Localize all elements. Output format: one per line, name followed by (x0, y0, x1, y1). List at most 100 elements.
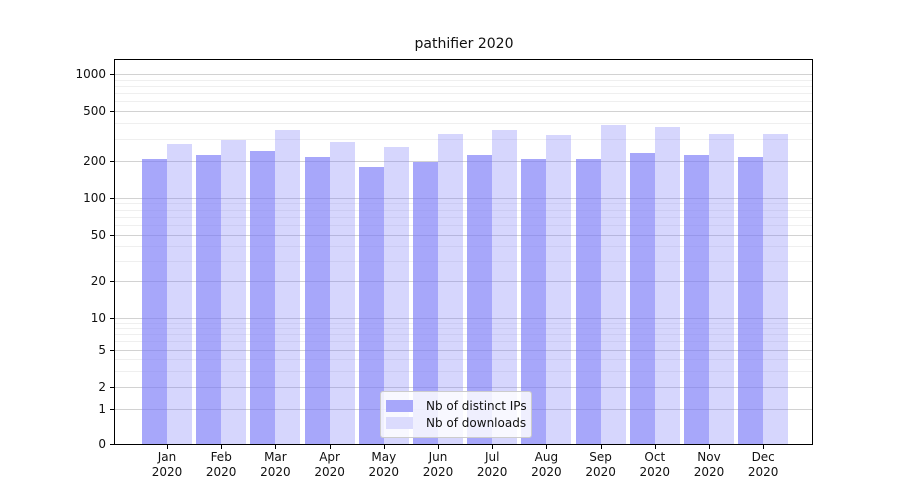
y-axis-tick-label: 0 (98, 437, 106, 451)
x-axis-tick-label: Nov 2020 (693, 450, 725, 479)
x-axis-tick (221, 444, 223, 449)
minor-gridline (115, 370, 812, 372)
x-axis-tick-label: Apr 2020 (314, 450, 345, 479)
x-axis-tick-label: Jan 2020 (151, 450, 183, 479)
y-axis-tick (110, 73, 115, 75)
y-axis-tick-label: 2 (98, 380, 106, 395)
bar-downloads (763, 133, 789, 444)
y-axis-tick (110, 197, 115, 199)
minor-gridline (115, 93, 812, 94)
bar-distinct-ips (196, 155, 222, 444)
bar-downloads (654, 126, 680, 444)
minor-gridline (115, 101, 812, 103)
minor-gridline (115, 328, 812, 330)
y-axis-tick-label: 100 (83, 190, 106, 205)
bar-distinct-ips (629, 153, 655, 444)
major-gridline (115, 73, 812, 75)
y-axis-tick (110, 317, 115, 319)
y-axis-tick-label: 500 (83, 104, 106, 119)
minor-gridline (115, 358, 812, 360)
bar-downloads (221, 139, 247, 444)
x-axis-tick (329, 444, 331, 449)
y-axis-tick-label: 1 (98, 401, 106, 416)
x-axis-tick-label: Feb 2020 (205, 450, 237, 479)
x-axis-tick-label: May 2020 (368, 450, 400, 479)
minor-gridline (115, 203, 812, 205)
legend-item-downloads: Nb of downloads (386, 415, 527, 431)
x-axis-tick-label: Jun 2020 (422, 450, 454, 479)
x-axis-tick (600, 444, 602, 449)
major-gridline (115, 281, 812, 283)
minor-gridline (115, 341, 812, 343)
major-gridline (115, 349, 812, 351)
x-axis-tick-label: Dec 2020 (747, 450, 779, 479)
bar-distinct-ips (142, 159, 167, 444)
bar-downloads (600, 124, 626, 444)
y-axis-tick (110, 444, 115, 445)
legend-swatch-distinct-ips (386, 400, 413, 412)
bar-downloads (275, 130, 301, 444)
legend: Nb of distinct IPs Nb of downloads (380, 391, 532, 438)
bar-distinct-ips (684, 155, 709, 444)
legend-label-distinct-ips: Nb of distinct IPs (426, 399, 527, 413)
x-axis-tick (275, 444, 277, 449)
y-axis-tick-label: 5 (98, 342, 106, 357)
x-axis-tick-label: Sep 2020 (585, 450, 616, 479)
y-axis-tick-label: 20 (90, 274, 106, 289)
bar-distinct-ips (358, 166, 384, 444)
major-gridline (115, 111, 812, 113)
minor-gridline (115, 85, 812, 87)
minor-gridline (115, 79, 812, 81)
y-axis-tick (110, 349, 115, 351)
x-axis-tick-label: Jul 2020 (476, 450, 508, 479)
x-axis-tick (438, 444, 439, 449)
bar-distinct-ips (575, 159, 601, 444)
y-axis-tick (110, 281, 115, 283)
minor-gridline (115, 245, 812, 247)
x-axis-tick (546, 444, 548, 449)
x-axis-tick (763, 444, 765, 449)
minor-gridline (115, 123, 812, 125)
minor-gridline (115, 224, 812, 226)
bar-distinct-ips (304, 156, 330, 444)
bar-downloads (709, 134, 734, 444)
bar-distinct-ips (250, 150, 276, 444)
major-gridline (115, 234, 812, 236)
y-axis-tick (110, 234, 115, 236)
x-axis-tick-label: Aug 2020 (531, 450, 562, 479)
x-axis-tick (167, 444, 168, 449)
x-axis-tick (492, 444, 494, 449)
minor-gridline (115, 138, 812, 140)
legend-swatch-downloads (386, 417, 413, 429)
bar-distinct-ips (738, 156, 764, 444)
legend-item-distinct-ips: Nb of distinct IPs (386, 398, 527, 414)
minor-gridline (115, 260, 812, 262)
chart-title: pathifier 2020 (414, 36, 514, 52)
legend-label-downloads: Nb of downloads (426, 416, 527, 430)
major-gridline (115, 387, 812, 389)
y-axis-tick-label: 1000 (75, 66, 106, 81)
major-gridline (115, 317, 812, 319)
minor-gridline (115, 209, 812, 211)
y-axis-tick (110, 111, 115, 113)
y-axis-tick (110, 408, 115, 410)
major-gridline (115, 160, 812, 162)
x-axis-tick (654, 444, 656, 449)
minor-gridline (115, 334, 812, 336)
x-axis-tick-label: Oct 2020 (639, 450, 671, 479)
minor-gridline (115, 322, 812, 324)
minor-gridline (115, 216, 812, 218)
y-axis-tick (110, 160, 115, 162)
x-axis-tick-label: Mar 2020 (260, 450, 291, 479)
bar-downloads (329, 142, 355, 444)
major-gridline (115, 197, 812, 199)
y-axis-tick-label: 200 (83, 153, 106, 168)
bar-downloads (167, 144, 192, 444)
y-axis-tick-label: 10 (90, 310, 106, 325)
y-axis-tick-label: 50 (90, 227, 106, 242)
bar-downloads (546, 135, 572, 444)
x-axis-tick (383, 444, 385, 449)
x-axis-tick (709, 444, 710, 449)
y-axis-tick (110, 387, 115, 389)
